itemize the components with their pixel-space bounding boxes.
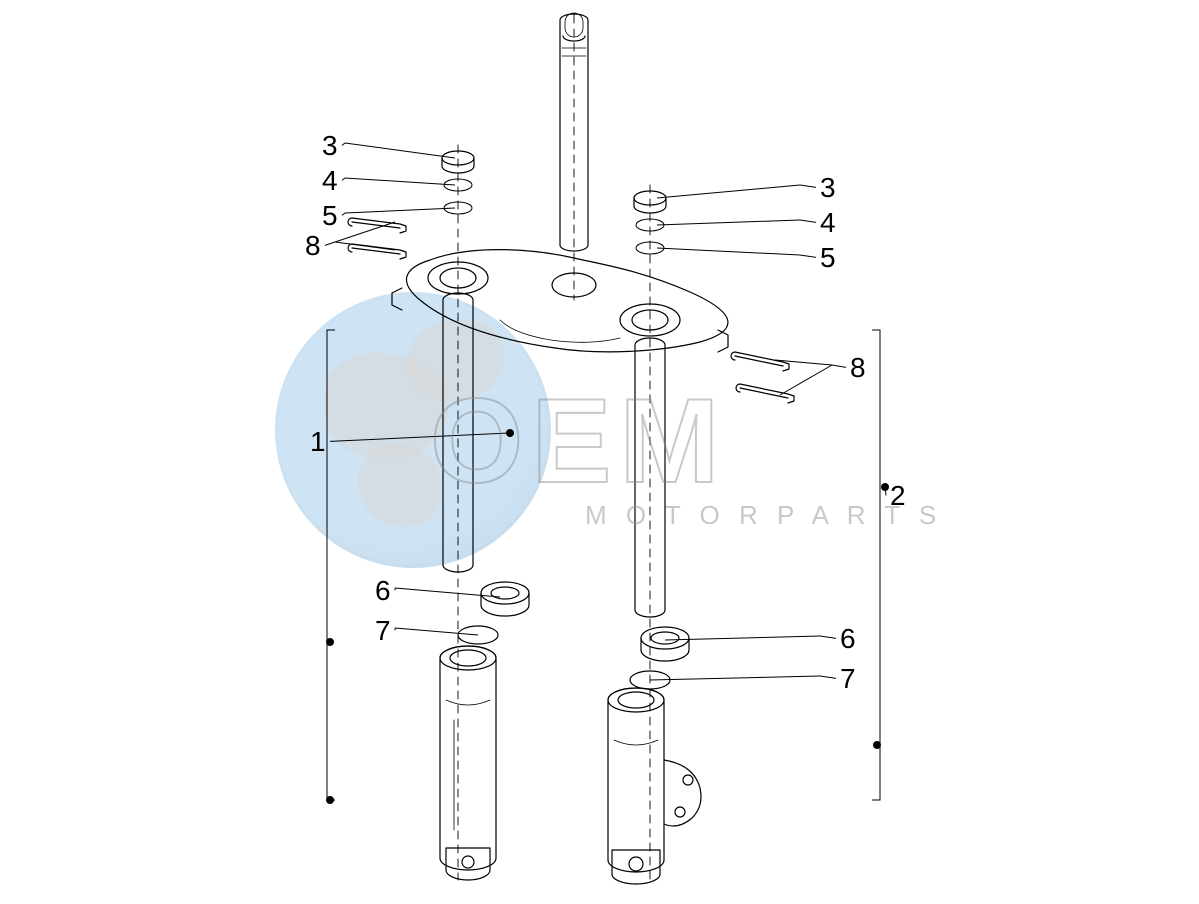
callout-3: 3: [322, 130, 338, 162]
callout-4: 4: [322, 165, 338, 197]
watermark-oem-text: OEM: [430, 372, 727, 510]
watermark-motor-text: M O T O R P A R T S: [585, 500, 942, 531]
callout-2: 2: [890, 480, 906, 512]
callout-3: 3: [820, 172, 836, 204]
callout-6: 6: [840, 623, 856, 655]
diagram-stage: OEM M O T O R P A R T S 34583458126767: [0, 0, 1199, 904]
callout-5: 5: [820, 242, 836, 274]
callout-7: 7: [375, 615, 391, 647]
callout-7: 7: [840, 663, 856, 695]
callout-1: 1: [310, 426, 326, 458]
callout-8: 8: [850, 352, 866, 384]
callout-5: 5: [322, 200, 338, 232]
callout-8: 8: [305, 230, 321, 262]
callout-4: 4: [820, 207, 836, 239]
callout-6: 6: [375, 575, 391, 607]
